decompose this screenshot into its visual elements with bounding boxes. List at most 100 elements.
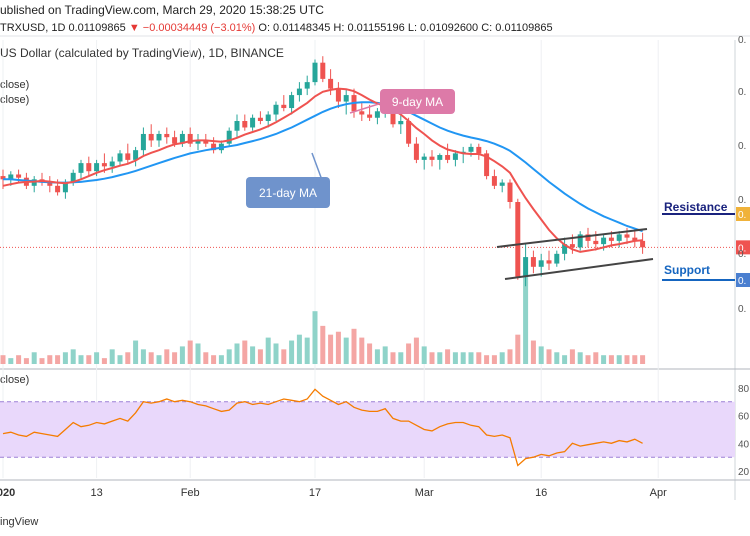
x-axis-label: Apr xyxy=(650,487,667,499)
ma21-label-pointer xyxy=(311,152,323,181)
volume-bar xyxy=(94,352,100,364)
candle-body xyxy=(406,121,412,144)
volume-bar xyxy=(640,355,646,364)
volume-bar xyxy=(515,334,521,364)
candle-body xyxy=(47,182,53,186)
candle-body xyxy=(452,153,458,160)
volume-bar xyxy=(234,343,240,364)
candle-body xyxy=(234,121,240,131)
candle-body xyxy=(320,62,326,79)
volume-bar xyxy=(382,346,388,364)
volume-bar xyxy=(257,349,263,364)
volume-bar xyxy=(445,349,451,364)
candle-body xyxy=(164,133,170,138)
volume-bar xyxy=(343,337,349,364)
rsi-legend: close) xyxy=(0,374,30,386)
candle-body xyxy=(312,62,318,83)
price-tick-label: 0. xyxy=(738,141,746,152)
volume-bar xyxy=(351,328,357,364)
candle-body xyxy=(398,121,404,125)
candle-body xyxy=(304,82,310,89)
candle-body xyxy=(546,260,552,264)
volume-bar xyxy=(55,355,61,364)
support-price-tag-text: 0. xyxy=(738,276,746,287)
candle-body xyxy=(70,172,76,183)
candle-body xyxy=(335,88,341,102)
ma9-label-text: 9-day MA xyxy=(392,95,443,109)
symbol-name: TRXUSD, 1D xyxy=(0,22,66,34)
volume-bar xyxy=(554,352,560,364)
candle-body xyxy=(78,163,84,173)
candle-body xyxy=(429,156,435,160)
volume-bar xyxy=(452,352,458,364)
candle-body xyxy=(140,133,146,151)
candle-body xyxy=(195,140,201,144)
volume-bar xyxy=(8,358,14,364)
volume-bar xyxy=(47,355,53,364)
volume-bar xyxy=(312,311,318,364)
candle-body xyxy=(608,237,614,241)
candle-body xyxy=(530,257,536,267)
candle-body xyxy=(515,202,521,277)
candle-body xyxy=(359,111,365,115)
x-axis-label: 13 xyxy=(90,487,102,499)
candle-body xyxy=(133,150,139,160)
volume-bar xyxy=(367,343,373,364)
volume-bar xyxy=(476,352,482,364)
volume-bar xyxy=(569,349,575,364)
volume-bar xyxy=(530,340,536,364)
volume-bar xyxy=(374,349,380,364)
ma-legend-1: close) xyxy=(0,79,30,91)
volume-bar xyxy=(632,355,638,364)
candle-body xyxy=(421,156,427,160)
candle-body xyxy=(289,95,295,109)
volume-bar xyxy=(546,349,552,364)
candle-body xyxy=(8,174,14,180)
candle-body xyxy=(554,253,560,264)
candle-body xyxy=(16,174,22,178)
volume-bar xyxy=(398,352,404,364)
symbol-line: TRXUSD, 1D 0.01109865 ▼ −0.00034449 (−3.… xyxy=(0,20,750,36)
volume-bar xyxy=(117,355,123,364)
price-tick-label: 0. xyxy=(738,35,746,46)
support-price-tag-box xyxy=(736,273,750,287)
volume-bar xyxy=(148,352,154,364)
publish-header: ublished on TradingView.com, March 29, 2… xyxy=(0,0,750,20)
volume-bar xyxy=(265,337,271,364)
candle-body xyxy=(125,153,131,160)
ma21-label-box xyxy=(246,177,330,208)
ohlc-values: O: 0.01148345 H: 0.01155196 L: 0.0109260… xyxy=(258,22,553,34)
volume-bar xyxy=(538,346,544,364)
volume-bar xyxy=(39,358,45,364)
volume-bar xyxy=(577,352,583,364)
volume-bar xyxy=(203,352,209,364)
volume-bar xyxy=(78,355,84,364)
ma9-label-pointer xyxy=(349,101,386,114)
volume-bar xyxy=(328,334,334,364)
resistance-price-tag-box xyxy=(736,207,750,221)
volume-bar xyxy=(195,343,201,364)
volume-bar xyxy=(70,349,76,364)
ma9-line xyxy=(2,87,643,253)
candle-body xyxy=(250,117,256,128)
volume-bar xyxy=(390,352,396,364)
rsi-tick-label: 60 xyxy=(738,412,750,423)
volume-bar xyxy=(273,343,279,364)
volume-bar xyxy=(608,355,614,364)
volume-bar xyxy=(406,343,412,364)
x-axis-label: 17 xyxy=(309,487,321,499)
candle-body xyxy=(484,153,490,177)
candle-body xyxy=(226,130,232,144)
volume-bar xyxy=(468,352,474,364)
candle-body xyxy=(437,155,443,160)
candle-body xyxy=(413,143,419,160)
volume-bar xyxy=(601,355,607,364)
ma-legend-2: close) xyxy=(0,94,30,106)
candle-body xyxy=(242,121,248,128)
ma21-line xyxy=(3,101,643,233)
volume-bar xyxy=(491,355,497,364)
candle-body xyxy=(569,244,575,248)
candle-body xyxy=(117,153,123,162)
volume-bar xyxy=(585,355,591,364)
candle-body xyxy=(445,155,451,160)
